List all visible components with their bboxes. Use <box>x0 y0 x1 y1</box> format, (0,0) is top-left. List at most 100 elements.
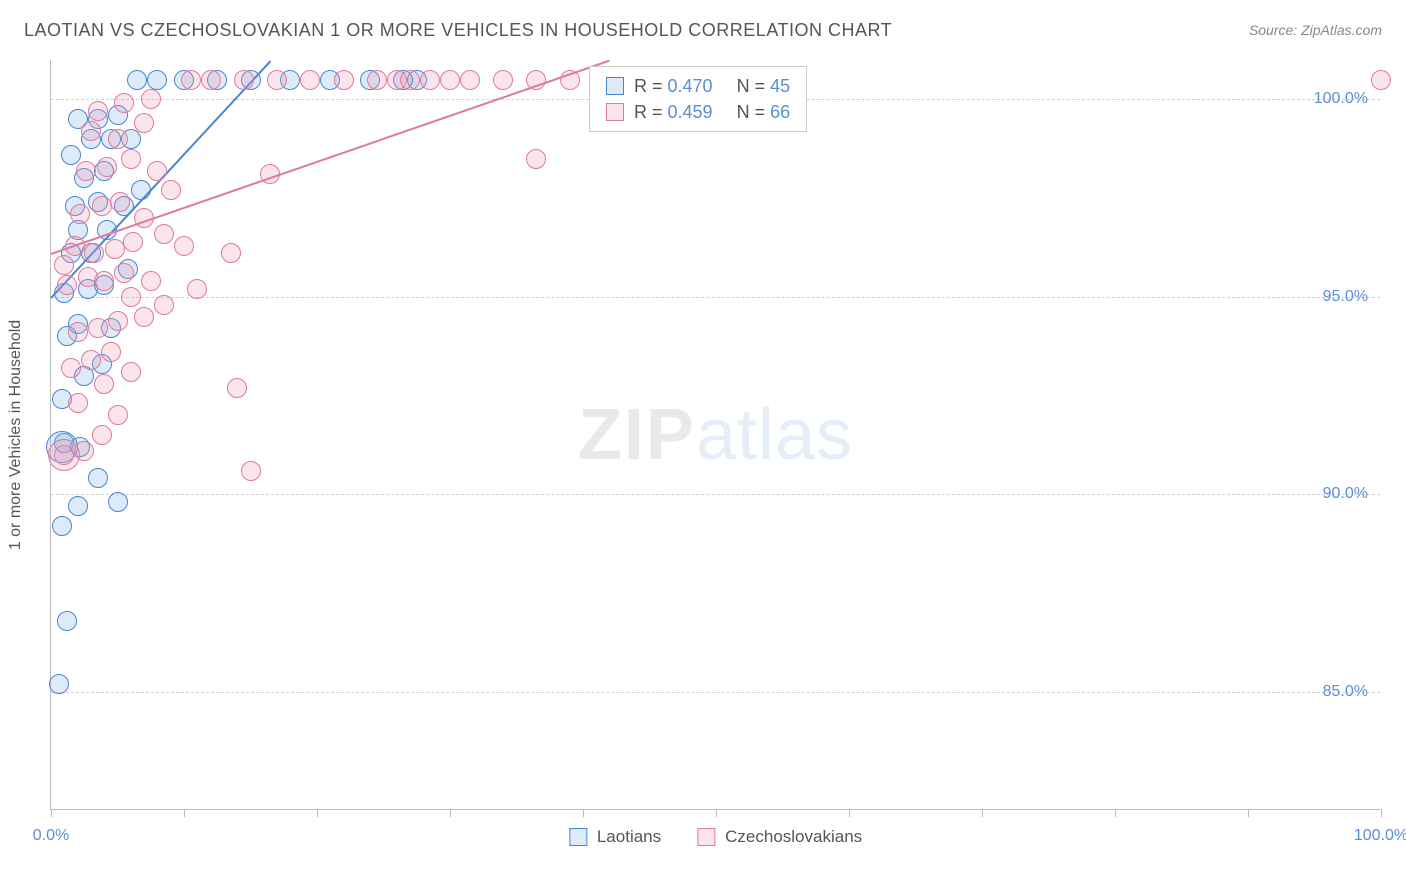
scatter-point <box>97 157 117 177</box>
scatter-point <box>57 611 77 631</box>
n-label: N = 66 <box>737 99 791 125</box>
scatter-point <box>201 70 221 90</box>
scatter-point <box>147 70 167 90</box>
x-tick <box>184 809 185 817</box>
scatter-point <box>49 674 69 694</box>
plot-area: ZIPatlas 85.0%90.0%95.0%100.0%0.0%100.0%… <box>50 60 1380 810</box>
watermark-part1: ZIP <box>578 395 696 475</box>
scatter-point <box>367 70 387 90</box>
source-label: Source: <box>1249 22 1301 38</box>
gridline <box>51 692 1380 693</box>
scatter-point <box>154 295 174 315</box>
scatter-point <box>61 358 81 378</box>
scatter-point <box>92 425 112 445</box>
y-tick-label: 95.0% <box>1323 288 1368 306</box>
scatter-point <box>88 101 108 121</box>
source-name: ZipAtlas.com <box>1301 22 1382 38</box>
scatter-point <box>241 461 261 481</box>
scatter-point <box>114 93 134 113</box>
legend-item: Laotians <box>569 827 661 847</box>
stats-legend: R = 0.470N = 45R = 0.459 N = 66 <box>589 66 807 132</box>
x-tick-label: 0.0% <box>33 827 69 845</box>
r-label: R = 0.459 <box>634 99 713 125</box>
scatter-point <box>334 70 354 90</box>
y-tick-label: 90.0% <box>1323 485 1368 503</box>
scatter-point <box>234 70 254 90</box>
scatter-point <box>127 70 147 90</box>
scatter-point <box>101 342 121 362</box>
scatter-point <box>68 393 88 413</box>
scatter-point <box>76 161 96 181</box>
scatter-point <box>1371 70 1391 90</box>
scatter-point <box>94 374 114 394</box>
scatter-point <box>181 70 201 90</box>
scatter-point <box>187 279 207 299</box>
scatter-point <box>88 468 108 488</box>
legend-item: Czechoslovakians <box>697 827 862 847</box>
scatter-point <box>108 405 128 425</box>
scatter-point <box>52 516 72 536</box>
scatter-point <box>123 232 143 252</box>
x-tick <box>716 809 717 817</box>
scatter-point <box>84 243 104 263</box>
x-tick-label: 100.0% <box>1354 827 1406 845</box>
scatter-point <box>141 89 161 109</box>
scatter-point <box>121 149 141 169</box>
scatter-point <box>221 243 241 263</box>
scatter-point <box>267 70 287 90</box>
scatter-point <box>174 236 194 256</box>
scatter-point <box>68 322 88 342</box>
scatter-point <box>68 496 88 516</box>
scatter-point <box>108 129 128 149</box>
x-tick <box>51 809 52 817</box>
legend-label: Laotians <box>597 827 661 847</box>
scatter-point <box>70 204 90 224</box>
scatter-point <box>121 287 141 307</box>
scatter-point <box>92 196 112 216</box>
scatter-point <box>227 378 247 398</box>
scatter-point <box>526 149 546 169</box>
scatter-point <box>81 121 101 141</box>
source-attribution: Source: ZipAtlas.com <box>1249 22 1382 38</box>
scatter-point <box>108 311 128 331</box>
scatter-point <box>81 350 101 370</box>
stats-row: R = 0.459 N = 66 <box>606 99 790 125</box>
scatter-point <box>300 70 320 90</box>
r-label: R = 0.470 <box>634 73 713 99</box>
bottom-legend: Laotians Czechoslovakians <box>569 827 862 847</box>
scatter-point <box>105 239 125 259</box>
scatter-point <box>94 271 114 291</box>
legend-swatch <box>606 77 624 95</box>
x-tick <box>317 809 318 817</box>
scatter-point <box>134 307 154 327</box>
scatter-point <box>147 161 167 181</box>
legend-swatch <box>697 828 715 846</box>
scatter-point <box>110 192 130 212</box>
watermark: ZIPatlas <box>578 394 853 476</box>
legend-swatch <box>569 828 587 846</box>
watermark-part2: atlas <box>696 395 853 475</box>
scatter-point <box>134 113 154 133</box>
x-tick <box>849 809 850 817</box>
x-tick <box>1381 809 1382 817</box>
scatter-point <box>61 145 81 165</box>
x-tick <box>1248 809 1249 817</box>
scatter-point <box>400 70 420 90</box>
scatter-point <box>493 70 513 90</box>
legend-swatch <box>606 103 624 121</box>
x-tick <box>982 809 983 817</box>
scatter-point <box>54 255 74 275</box>
stats-row: R = 0.470N = 45 <box>606 73 790 99</box>
y-tick-label: 100.0% <box>1314 90 1368 108</box>
scatter-point <box>141 271 161 291</box>
legend-label: Czechoslovakians <box>725 827 862 847</box>
scatter-point <box>57 275 77 295</box>
y-tick-label: 85.0% <box>1323 683 1368 701</box>
scatter-point <box>88 318 108 338</box>
scatter-point <box>154 224 174 244</box>
scatter-point <box>114 263 134 283</box>
chart-container: ZIPatlas 85.0%90.0%95.0%100.0%0.0%100.0%… <box>50 60 1380 810</box>
x-tick <box>1115 809 1116 817</box>
scatter-point <box>440 70 460 90</box>
y-axis-title: 1 or more Vehicles in Household <box>7 320 25 550</box>
